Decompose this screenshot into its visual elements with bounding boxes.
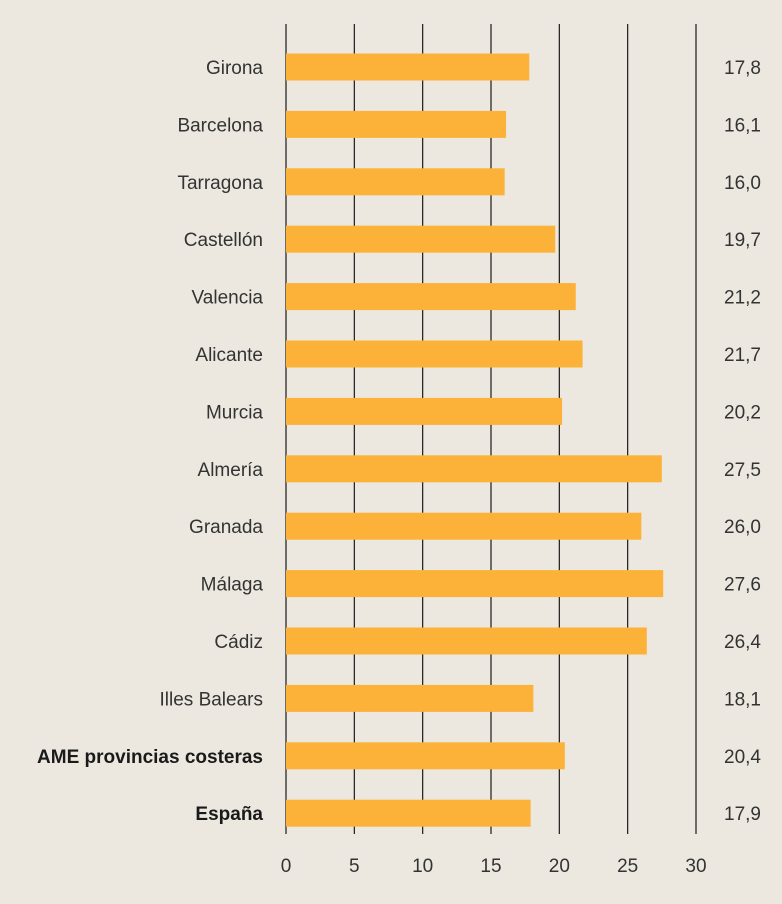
x-tick-label: 5 <box>349 856 360 877</box>
category-label: Valencia <box>192 288 264 309</box>
category-label: Alicante <box>195 345 263 366</box>
x-tick-label: 30 <box>685 856 706 877</box>
category-label: Málaga <box>201 575 264 596</box>
value-labels: 17,8 16,1 16,0 19,7 21,2 21,7 20,2 27,5 26,0 27,6… <box>724 58 761 825</box>
value-label: 20,4 <box>724 747 761 768</box>
bar <box>286 168 505 196</box>
category-label: Castellón <box>184 230 263 251</box>
bar <box>286 742 565 770</box>
bars <box>286 53 664 827</box>
value-label: 26,0 <box>724 517 761 538</box>
bar <box>286 627 647 655</box>
category-label: Barcelona <box>177 115 263 136</box>
bar <box>286 283 576 311</box>
x-axis-ticks: 0 5 10 15 20 25 30 <box>281 856 707 877</box>
value-label: 16,0 <box>724 173 761 194</box>
value-label: 27,6 <box>724 575 761 596</box>
value-label: 19,7 <box>724 230 761 251</box>
value-label: 21,2 <box>724 288 761 309</box>
category-label: Almería <box>198 460 264 481</box>
bar <box>286 512 642 540</box>
category-label: Granada <box>189 517 263 538</box>
bar <box>286 455 662 483</box>
value-label: 18,1 <box>724 689 761 710</box>
value-label: 26,4 <box>724 632 761 653</box>
category-label: Murcia <box>206 402 263 423</box>
x-tick-label: 15 <box>480 856 501 877</box>
value-label: 21,7 <box>724 345 761 366</box>
category-label: Tarragona <box>177 173 263 194</box>
value-label: 20,2 <box>724 402 761 423</box>
bar <box>286 53 530 81</box>
x-tick-label: 20 <box>549 856 570 877</box>
category-label: Illes Balears <box>160 689 264 710</box>
bar <box>286 110 507 138</box>
bar <box>286 397 563 425</box>
value-label: 17,8 <box>724 58 761 79</box>
category-label: Girona <box>206 58 263 79</box>
category-labels: Girona Barcelona Tarragona Castellón Valenci… <box>37 58 263 825</box>
value-label: 16,1 <box>724 115 761 136</box>
bar <box>286 799 531 827</box>
value-label: 27,5 <box>724 460 761 481</box>
x-tick-label: 10 <box>412 856 433 877</box>
bar <box>286 340 583 368</box>
category-label: España <box>195 804 263 825</box>
x-tick-label: 25 <box>617 856 638 877</box>
value-label: 17,9 <box>724 804 761 825</box>
bar <box>286 684 534 712</box>
category-label: AME provincias costeras <box>37 747 263 768</box>
bar <box>286 225 556 253</box>
bar <box>286 570 664 598</box>
grid-lines <box>285 24 697 834</box>
x-tick-label: 0 <box>281 856 292 877</box>
category-label: Cádiz <box>214 632 263 653</box>
